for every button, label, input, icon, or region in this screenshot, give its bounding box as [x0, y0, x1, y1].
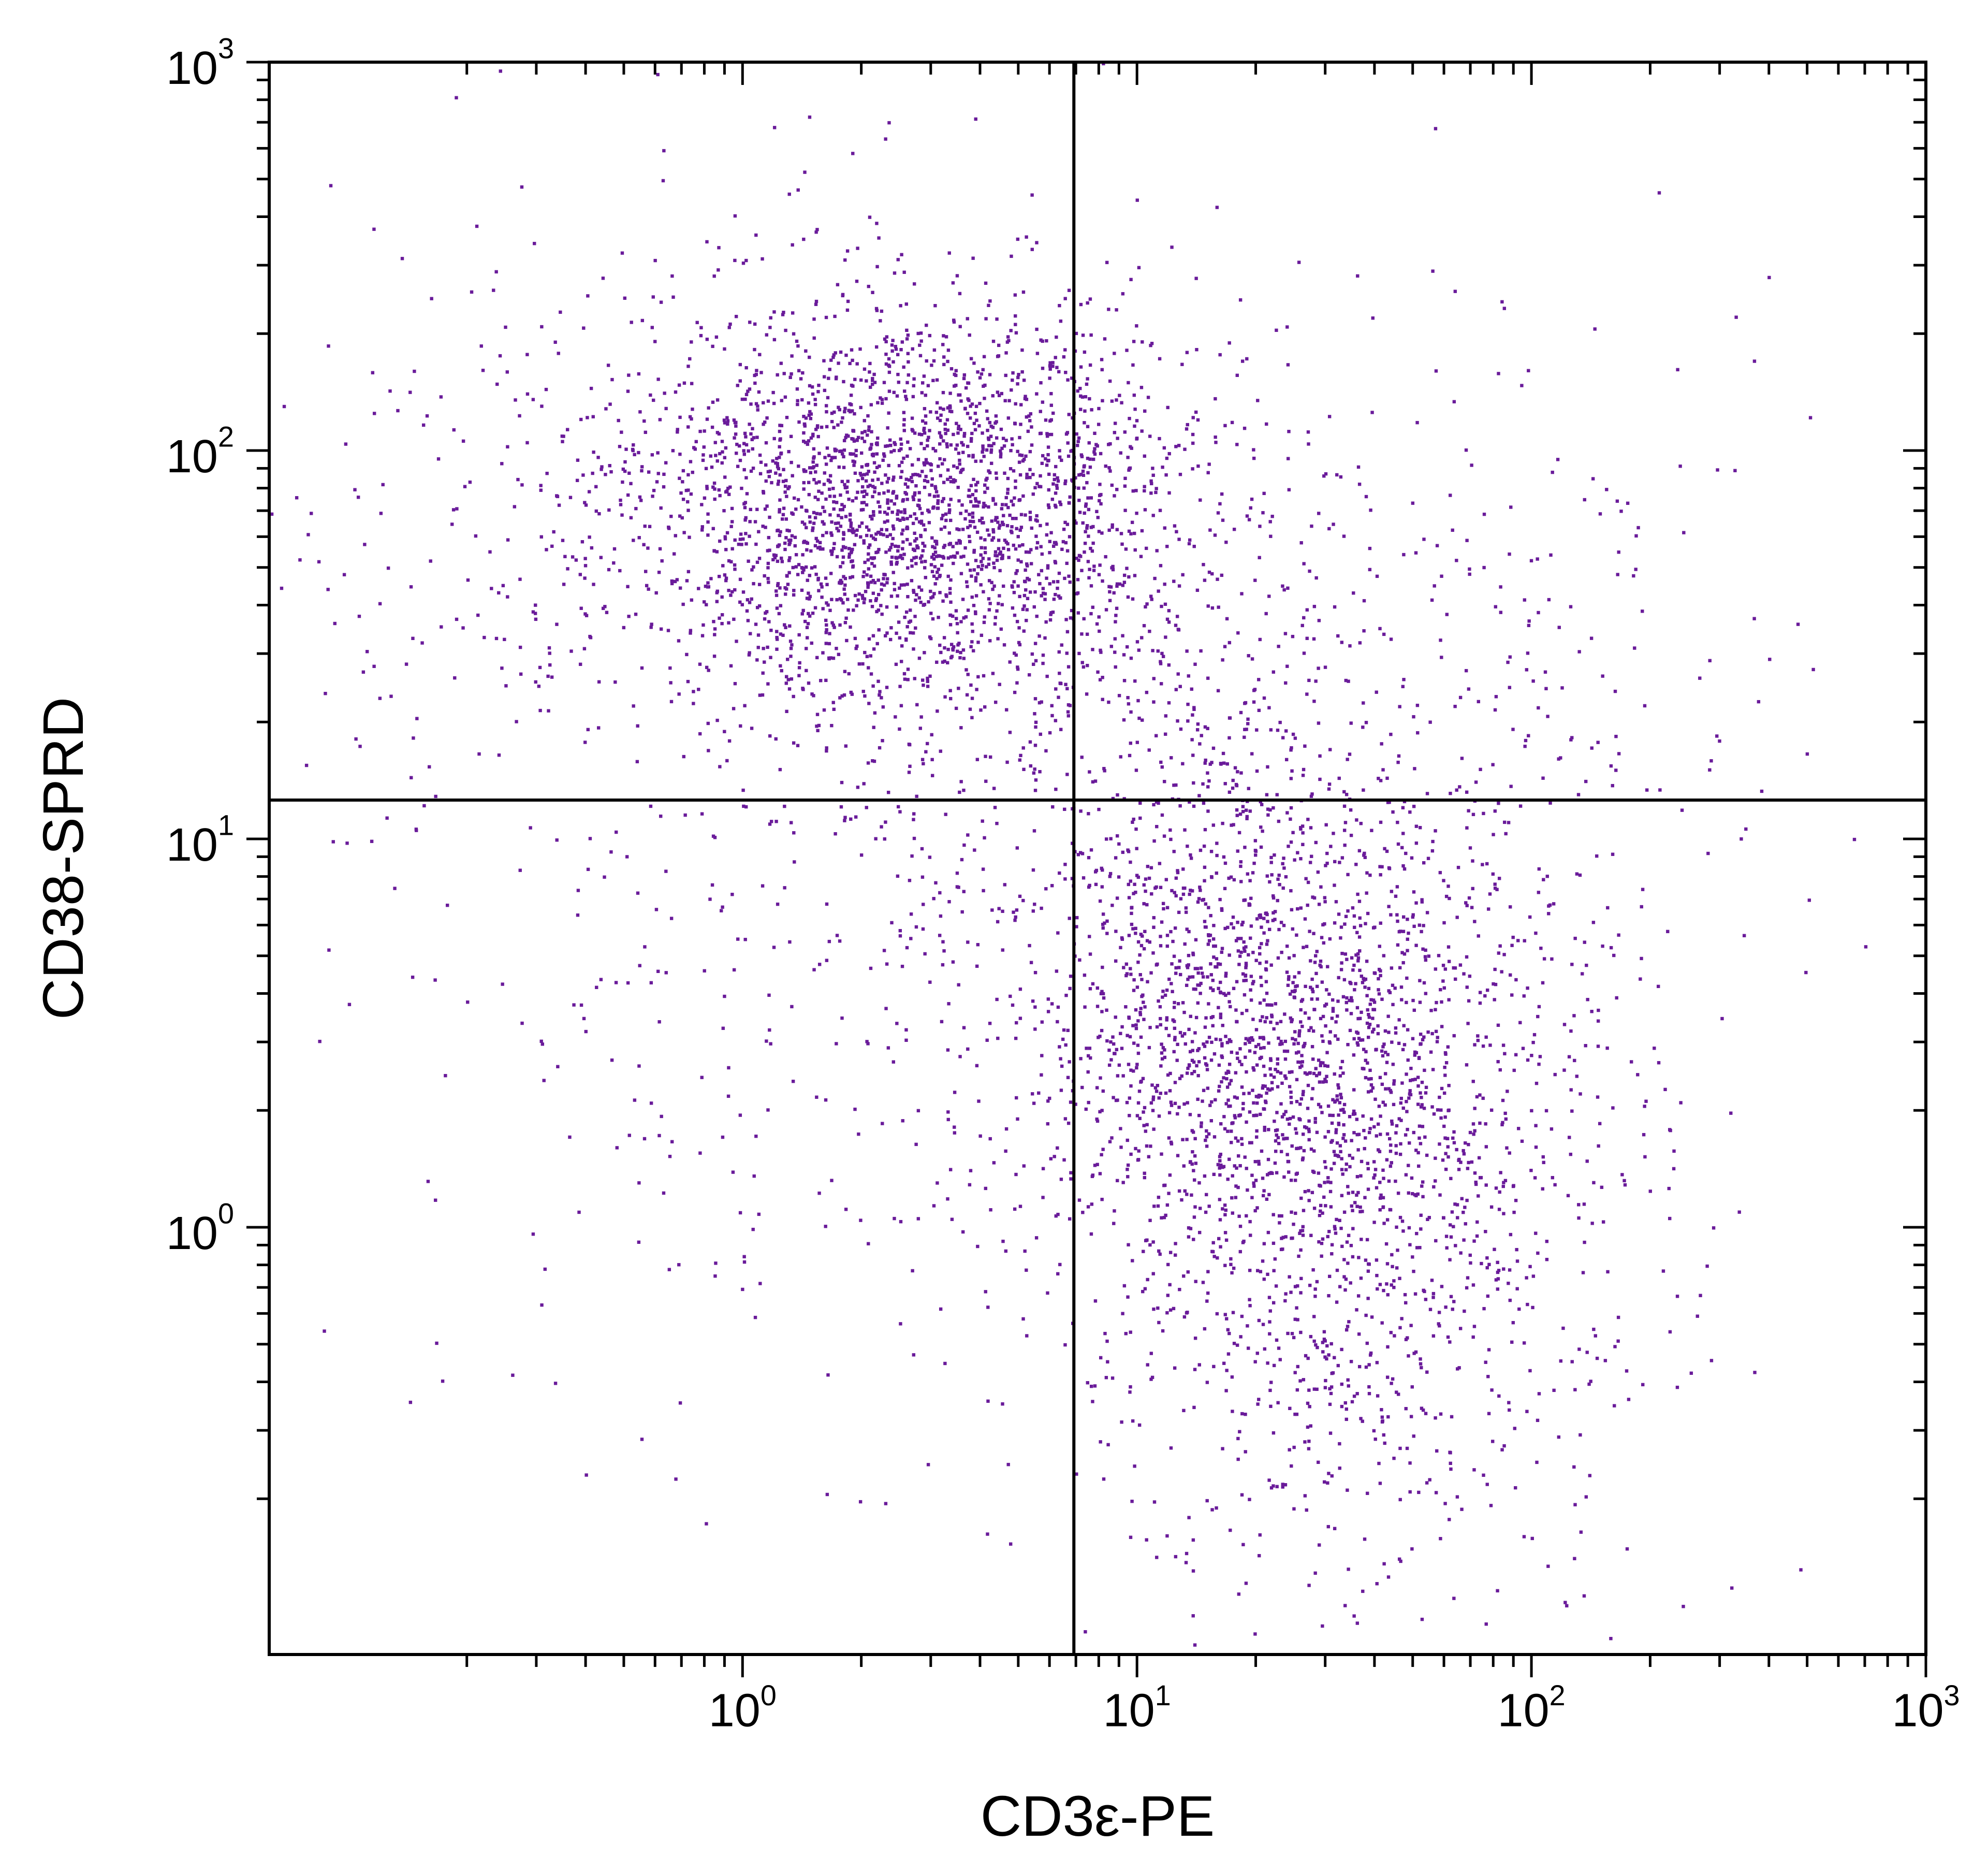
flow-cytometry-scatter: 100 101 102 103 100 101 102 103 CD3ε-PE CD38-SPRD: [0, 0, 1988, 1872]
chart-container: 100 101 102 103 100 101 102 103 CD3ε-PE CD38-SPRD: [0, 0, 1988, 1872]
x-tick-label: 100: [709, 1679, 777, 1737]
y-tick-label: 101: [166, 808, 234, 871]
y-tick-labels: 100 101 102 103: [166, 32, 234, 1259]
y-tick-label: 103: [166, 32, 234, 94]
y-axis-label: CD38-SPRD: [32, 697, 95, 1020]
y-tick-label: 100: [166, 1197, 234, 1259]
x-tick-label: 102: [1498, 1679, 1566, 1737]
x-tick-label: 103: [1892, 1679, 1960, 1737]
y-tick-label: 102: [166, 420, 234, 483]
x-tick-label: 101: [1103, 1679, 1171, 1737]
x-axis-label: CD3ε-PE: [981, 1784, 1215, 1848]
x-tick-labels: 100 101 102 103: [709, 1679, 1960, 1737]
